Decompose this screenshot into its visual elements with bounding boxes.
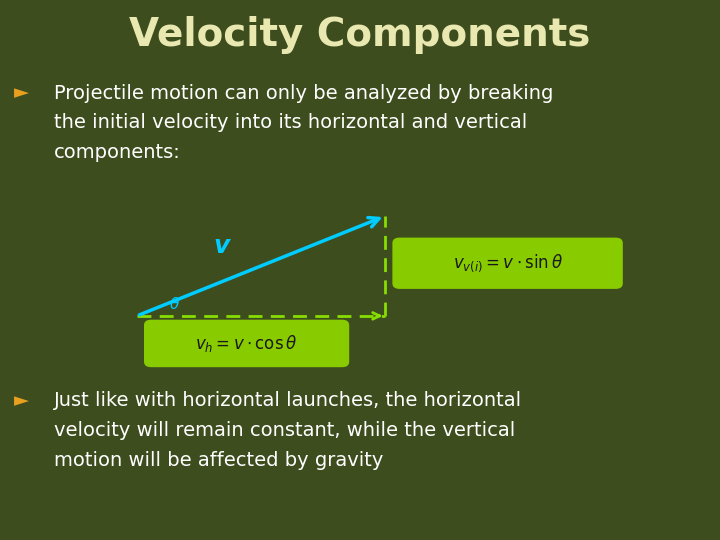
- Text: $v_{v(i)} = v \cdot \sin\theta$: $v_{v(i)} = v \cdot \sin\theta$: [453, 252, 562, 274]
- Text: Projectile motion can only be analyzed by breaking: Projectile motion can only be analyzed b…: [54, 84, 554, 103]
- Text: $\theta$: $\theta$: [169, 296, 180, 313]
- Text: the initial velocity into its horizontal and vertical: the initial velocity into its horizontal…: [54, 113, 527, 132]
- Text: $v_h = v \cdot \cos\theta$: $v_h = v \cdot \cos\theta$: [195, 333, 298, 354]
- Text: ►: ►: [14, 392, 30, 410]
- Text: velocity will remain constant, while the vertical: velocity will remain constant, while the…: [54, 421, 516, 440]
- Text: Just like with horizontal launches, the horizontal: Just like with horizontal launches, the …: [54, 392, 522, 410]
- Text: ►: ►: [14, 84, 30, 103]
- Text: motion will be affected by gravity: motion will be affected by gravity: [54, 451, 383, 470]
- Text: Velocity Components: Velocity Components: [130, 16, 590, 54]
- Text: v: v: [213, 234, 230, 258]
- FancyBboxPatch shape: [392, 238, 623, 289]
- FancyBboxPatch shape: [144, 320, 349, 367]
- Text: components:: components:: [54, 143, 181, 162]
